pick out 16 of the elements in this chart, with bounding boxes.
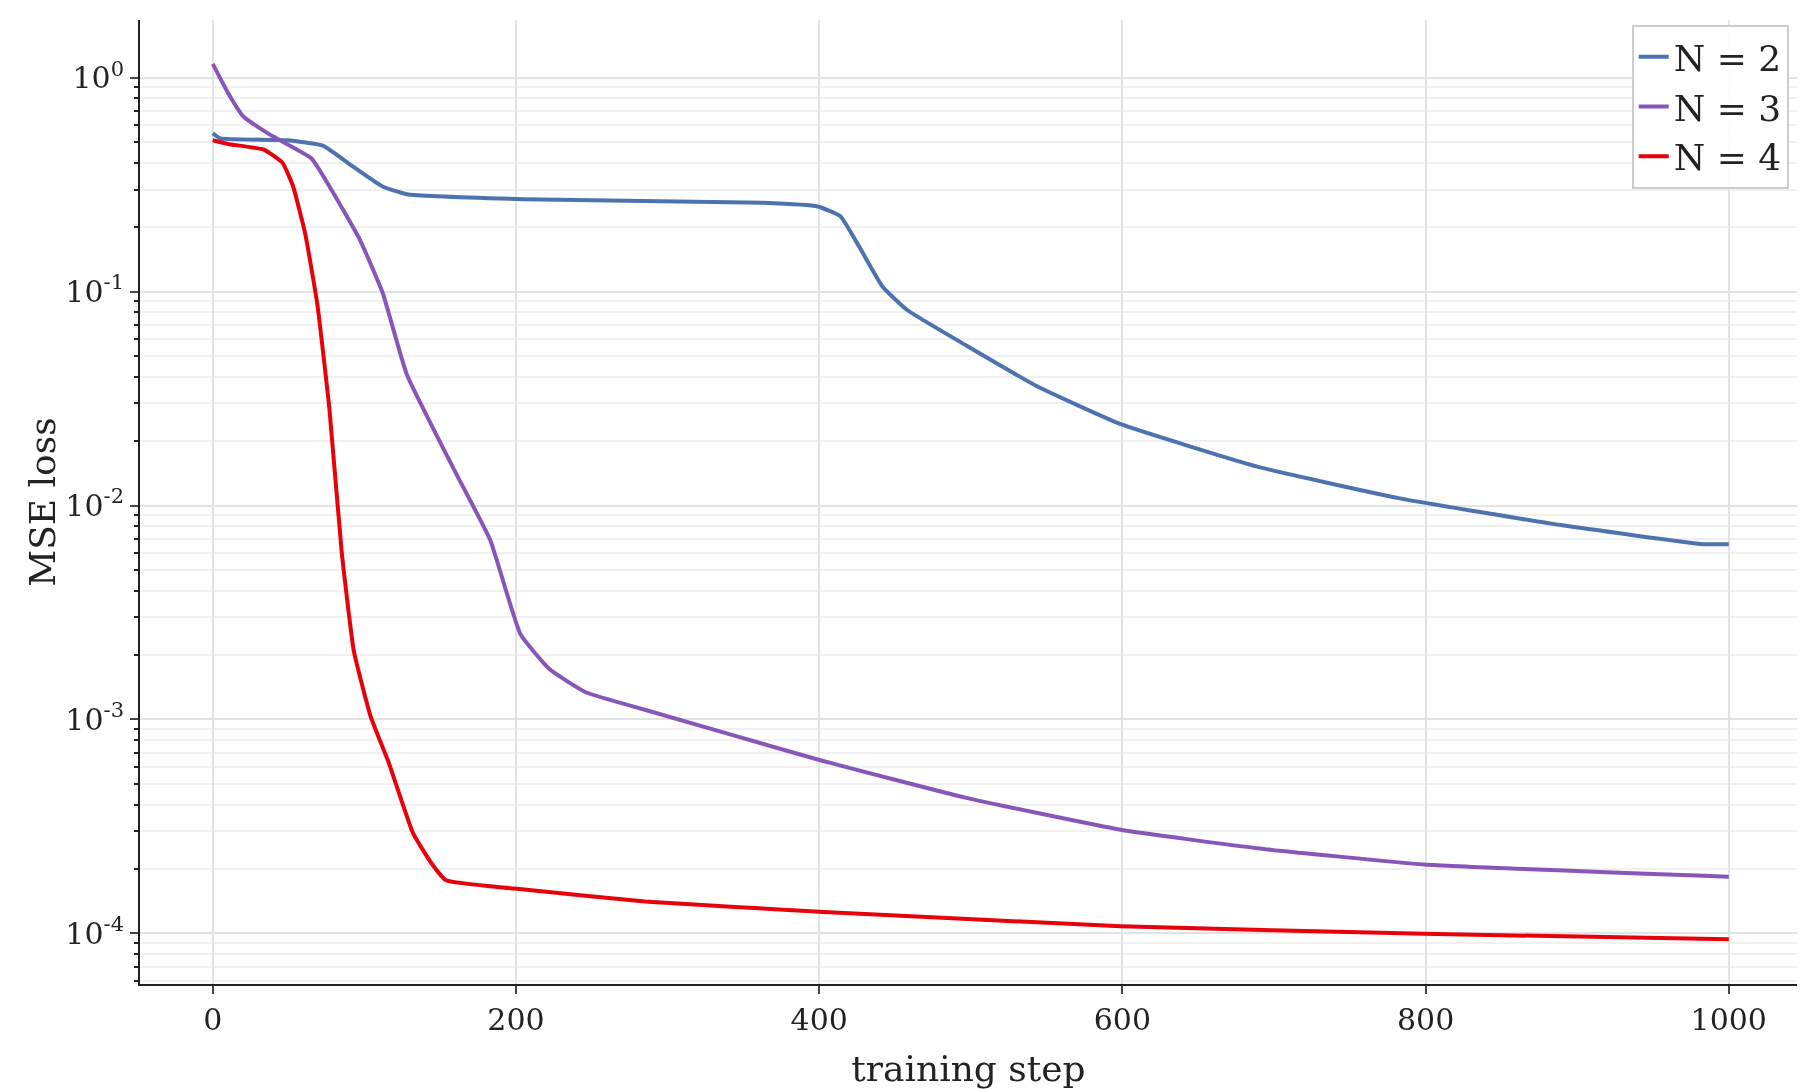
y-tick-label: 10$^{-1}$ xyxy=(65,270,124,310)
legend-label: N = 2 xyxy=(1673,37,1782,79)
y-tick-label: 10$^{-3}$ xyxy=(65,698,124,737)
y-axis-title: MSE loss xyxy=(22,417,64,587)
y-tick-label: 10$^{0}$ xyxy=(72,56,124,96)
legend-label: N = 4 xyxy=(1673,137,1782,179)
y-tick-label: 10$^{-2}$ xyxy=(65,484,124,524)
x-tick-label: 400 xyxy=(790,1002,848,1037)
x-tick-label: 200 xyxy=(487,1002,545,1037)
x-tick-label: 800 xyxy=(1396,1002,1455,1037)
legend-label: N = 3 xyxy=(1673,87,1782,129)
x-tick-label: 1000 xyxy=(1690,1002,1767,1037)
x-tick-label: 0 xyxy=(203,1002,223,1037)
x-tick-label: 600 xyxy=(1093,1002,1152,1037)
y-tick-label: 10$^{-4}$ xyxy=(65,912,124,951)
x-axis-title: training step xyxy=(851,1048,1086,1089)
